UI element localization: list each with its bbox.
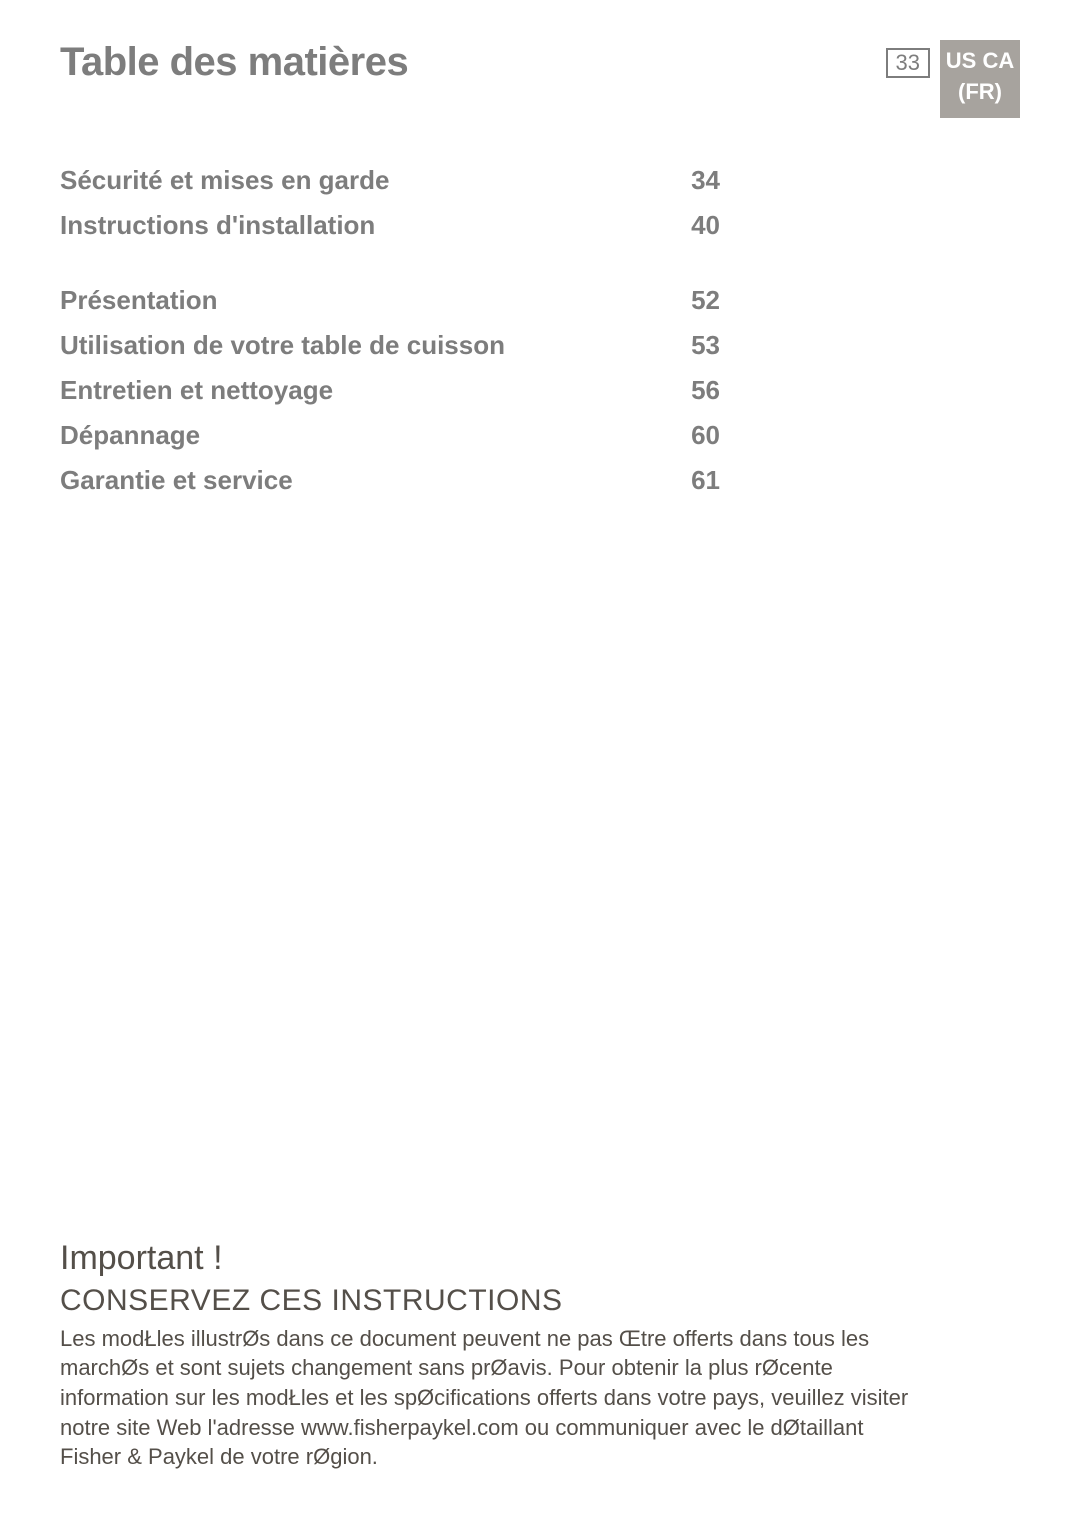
footer-body-text: Les modŁles illustrØs dans ce document p… [60, 1324, 930, 1472]
toc-page: 40 [691, 210, 720, 241]
toc-row: Présentation 52 [60, 285, 720, 316]
toc-label: Présentation [60, 285, 218, 316]
toc-row: Dépannage 60 [60, 420, 720, 451]
toc-page: 61 [691, 465, 720, 496]
table-of-contents: Sécurité et mises en garde 34 Instructio… [60, 165, 720, 496]
toc-row: Sécurité et mises en garde 34 [60, 165, 720, 196]
page-number-badge: 33 [886, 48, 930, 78]
toc-row: Instructions d'installation 40 [60, 210, 720, 241]
toc-page: 60 [691, 420, 720, 451]
toc-label: Dépannage [60, 420, 200, 451]
toc-row: Garantie et service 61 [60, 465, 720, 496]
tab-line-1: US CA [940, 46, 1020, 77]
tab-line-2: (FR) [940, 77, 1020, 108]
toc-label: Instructions d'installation [60, 210, 375, 241]
language-tab: US CA (FR) [940, 40, 1020, 118]
important-heading: Important ! [60, 1239, 930, 1278]
toc-label: Utilisation de votre table de cuisson [60, 330, 505, 361]
toc-label: Sécurité et mises en garde [60, 165, 389, 196]
toc-row: Entretien et nettoyage 56 [60, 375, 720, 406]
toc-row: Utilisation de votre table de cuisson 53 [60, 330, 720, 361]
toc-page: 52 [691, 285, 720, 316]
toc-page: 53 [691, 330, 720, 361]
keep-instructions-heading: CONSERVEZ CES INSTRUCTIONS [60, 1284, 930, 1318]
toc-group-gap [60, 255, 720, 285]
header-row: Table des matières [60, 40, 1020, 85]
footer-block: Important ! CONSERVEZ CES INSTRUCTIONS L… [60, 1239, 930, 1472]
toc-label: Entretien et nettoyage [60, 375, 333, 406]
page-title: Table des matières [60, 40, 408, 85]
page-number: 33 [886, 48, 930, 78]
toc-page: 34 [691, 165, 720, 196]
toc-page: 56 [691, 375, 720, 406]
toc-label: Garantie et service [60, 465, 293, 496]
page-container: 33 US CA (FR) Table des matières Sécurit… [0, 0, 1080, 1532]
